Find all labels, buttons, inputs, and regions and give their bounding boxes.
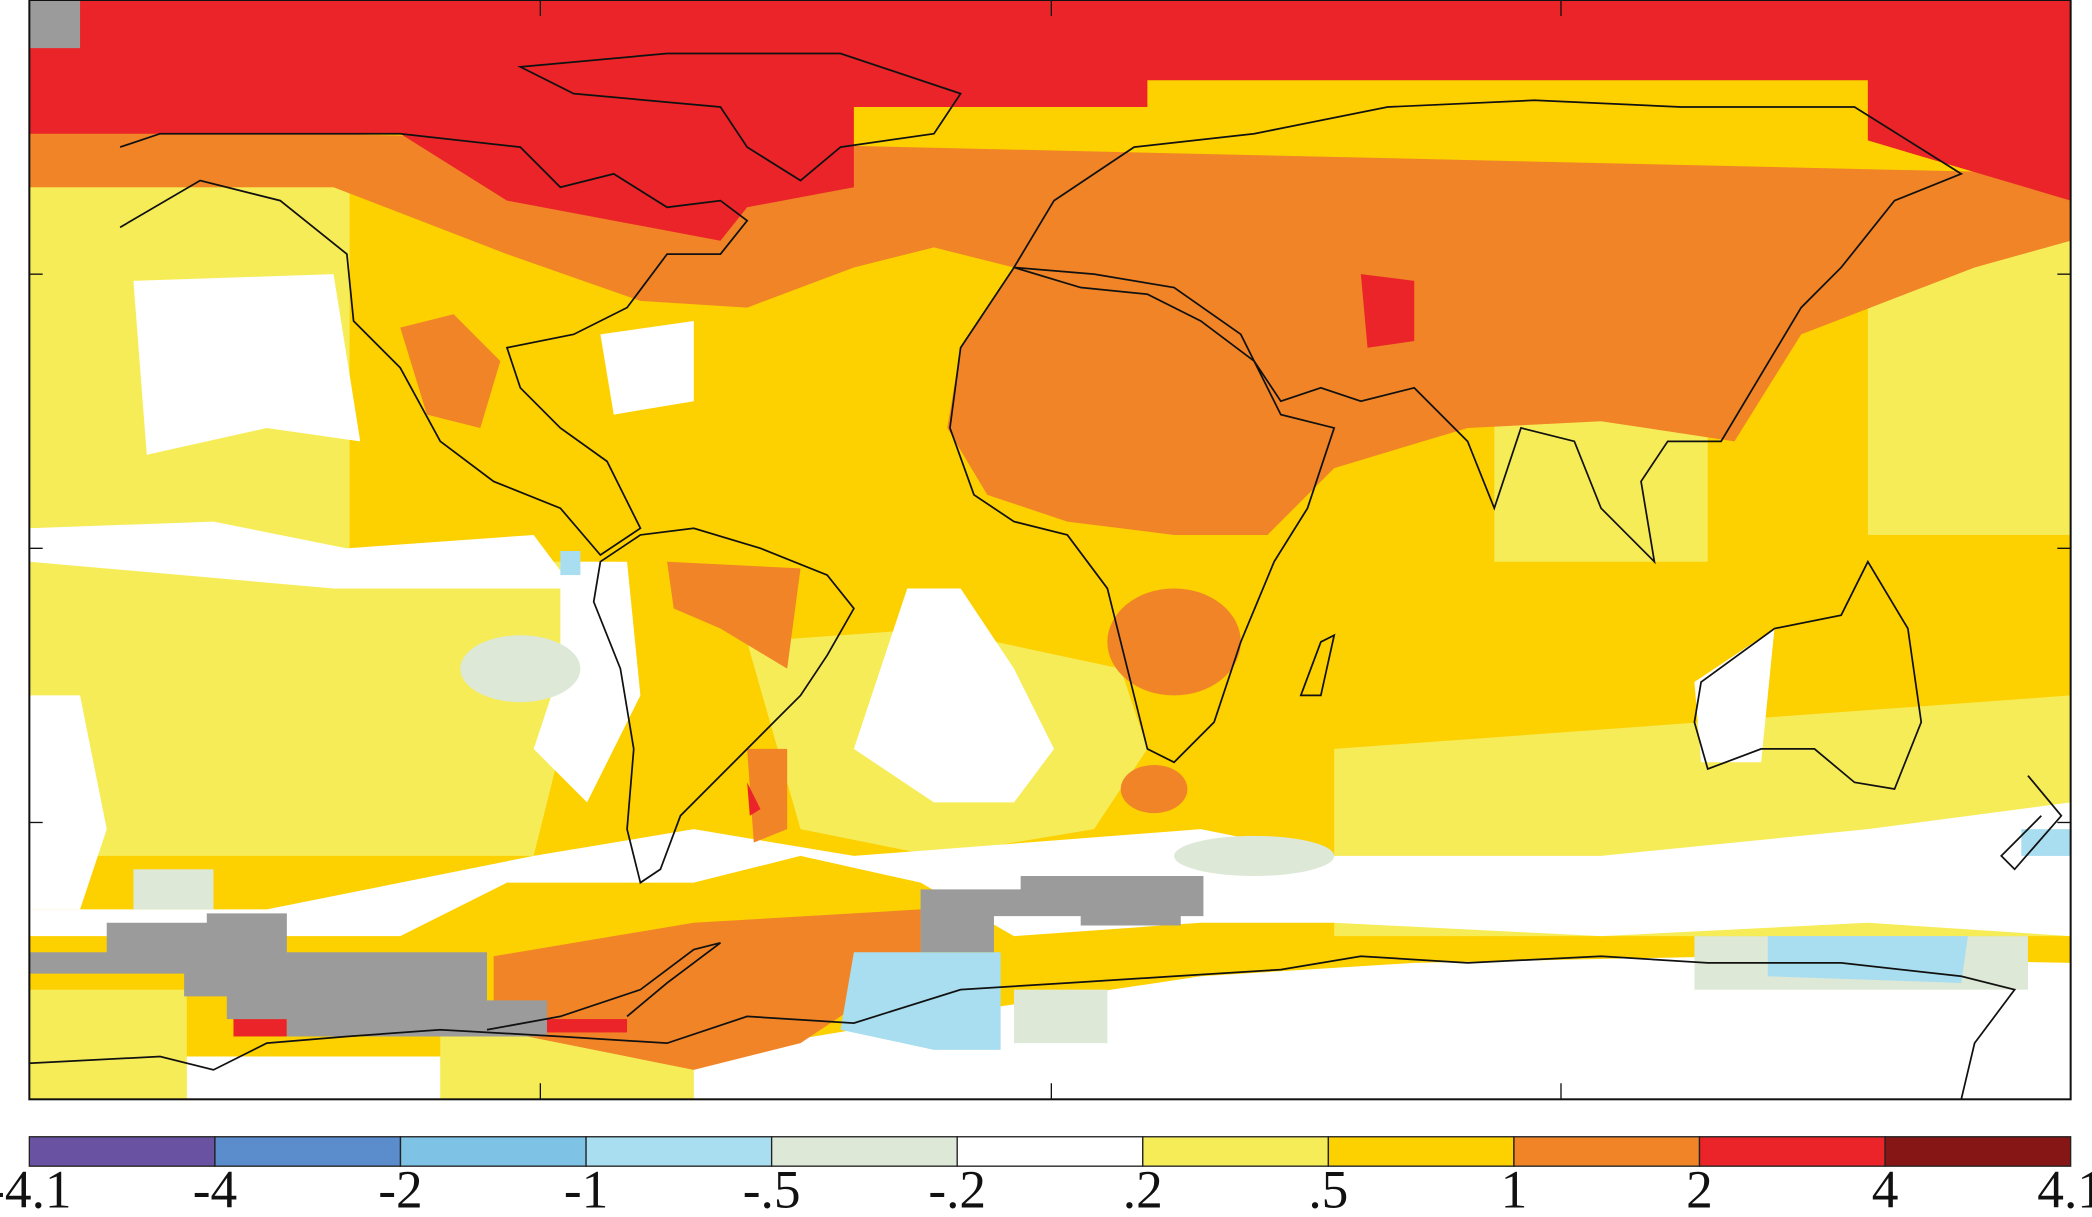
- colorbar-tick-label: -2: [378, 1160, 422, 1217]
- colorbar-tick-label: -.5: [743, 1160, 801, 1217]
- colorbar-bin: [28, 1136, 216, 1167]
- colorbar-bin: [1513, 1136, 1701, 1167]
- coastlines: [29, 52, 2063, 1100]
- colorbar-bin: [1327, 1136, 1515, 1167]
- colorbar-bin: [1698, 1136, 1886, 1167]
- colorbar-tick-label: 4.1: [2037, 1160, 2092, 1217]
- africa-coast: [949, 266, 1336, 764]
- map-frame: [28, 0, 2072, 1101]
- antarctica-coast: [29, 955, 2017, 1100]
- anomaly-near-zero-regions: [29, 274, 2071, 1100]
- colorbar-tick-label: -4.1: [0, 1160, 72, 1217]
- madagascar-coast: [1299, 633, 1336, 697]
- colorbar-tick-label: -4: [193, 1160, 237, 1217]
- eurasia-coast: [1012, 99, 1964, 565]
- colorbar-legend: -4.1 -4 -2 -1 -.5 -.2 .2 .5 1 2 4 4.1: [0, 1136, 2092, 1217]
- axis-ticks: [29, 0, 2071, 1100]
- new-zealand-coast: [2000, 775, 2063, 871]
- north-america-coast: [119, 132, 749, 557]
- colorbar-bin: [585, 1136, 773, 1167]
- colorbar-tick-label: 4: [1872, 1160, 1899, 1217]
- australia-coast: [1693, 559, 1923, 791]
- missing-data-regions: [29, 0, 1204, 1037]
- colorbar-bin: [1142, 1136, 1330, 1167]
- antarctic-peninsula-coast: [486, 941, 721, 1031]
- colorbar-tick-label: .5: [1308, 1160, 1348, 1217]
- colorbar-bin: [1884, 1136, 2072, 1167]
- anomaly-2-4-regions: [29, 0, 2071, 1037]
- colorbar-tick-label: 1: [1501, 1160, 1528, 1217]
- colorbar-bin: [399, 1136, 587, 1167]
- colorbar-tick-label: -1: [564, 1160, 608, 1217]
- south-america-coast: [592, 527, 855, 885]
- greenland-coast: [517, 52, 962, 182]
- map-panel: [28, 0, 2072, 1101]
- colorbar-bin: [214, 1136, 402, 1167]
- colorbar-tick-label: -.2: [928, 1160, 986, 1217]
- colorbar-tick-label: .2: [1123, 1160, 1163, 1217]
- colorbar-tick-label: 2: [1686, 1160, 1713, 1217]
